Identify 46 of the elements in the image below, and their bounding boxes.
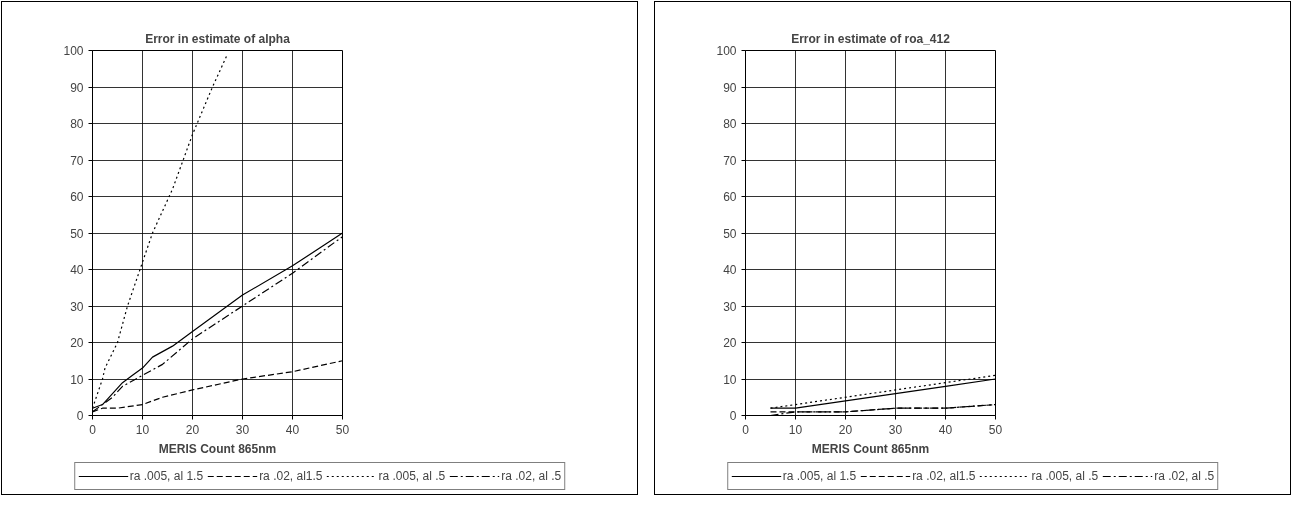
chart-title: Error in estimate of roa_412: [791, 31, 951, 46]
y-tick-label: 100: [716, 44, 737, 58]
y-tick-label: 50: [70, 226, 84, 241]
legend-label: ra .005, al 1.5: [782, 469, 857, 483]
y-tick-label: 0: [729, 409, 737, 423]
x-tick-label: 40: [938, 422, 953, 437]
x-axis-title: MERIS Count 865nm: [158, 441, 277, 456]
legend-label: ra .005, al .5: [378, 469, 446, 483]
x-tick-label: 30: [888, 422, 903, 437]
x-tick-label: 50: [988, 422, 1003, 437]
x-tick-label: 0: [89, 422, 97, 437]
y-tick-label: 70: [70, 153, 84, 168]
legend-label: ra .02, al1.5: [259, 469, 323, 483]
x-tick-label: 20: [838, 422, 853, 437]
legend-label: ra .02, al1.5: [912, 469, 976, 483]
y-tick-label: 60: [70, 190, 84, 204]
y-tick-label: 30: [70, 299, 84, 314]
y-tick-label: 0: [76, 409, 84, 423]
legend-label: ra .02, al .5: [1154, 469, 1215, 483]
y-tick-label: 50: [723, 226, 737, 241]
x-tick-label: 50: [335, 422, 350, 437]
legend-label: ra .005, al .5: [1031, 469, 1099, 483]
y-tick-label: 10: [70, 372, 84, 387]
y-tick-label: 90: [723, 80, 737, 95]
x-tick-label: 10: [788, 422, 803, 437]
y-tick-label: 80: [723, 117, 737, 131]
y-tick-label: 60: [723, 190, 737, 204]
y-tick-label: 20: [723, 336, 737, 350]
y-tick-label: 20: [70, 336, 84, 350]
x-tick-label: 20: [185, 422, 200, 437]
x-tick-label: 40: [285, 422, 300, 437]
y-tick-label: 40: [723, 263, 737, 277]
y-tick-label: 30: [723, 299, 737, 314]
x-tick-label: 10: [135, 422, 150, 437]
legend-label: ra .005, al 1.5: [129, 469, 204, 483]
y-tick-label: 100: [63, 44, 84, 58]
x-axis-title: MERIS Count 865nm: [811, 441, 930, 456]
legend-label: ra .02, al .5: [501, 469, 562, 483]
y-tick-label: 80: [70, 117, 84, 131]
y-tick-label: 40: [70, 263, 84, 277]
x-tick-label: 0: [742, 422, 750, 437]
chart-title: Error in estimate of alpha: [145, 31, 291, 46]
y-tick-label: 70: [723, 153, 737, 168]
y-tick-label: 90: [70, 80, 84, 95]
x-tick-label: 30: [235, 422, 250, 437]
y-tick-label: 10: [723, 372, 737, 387]
